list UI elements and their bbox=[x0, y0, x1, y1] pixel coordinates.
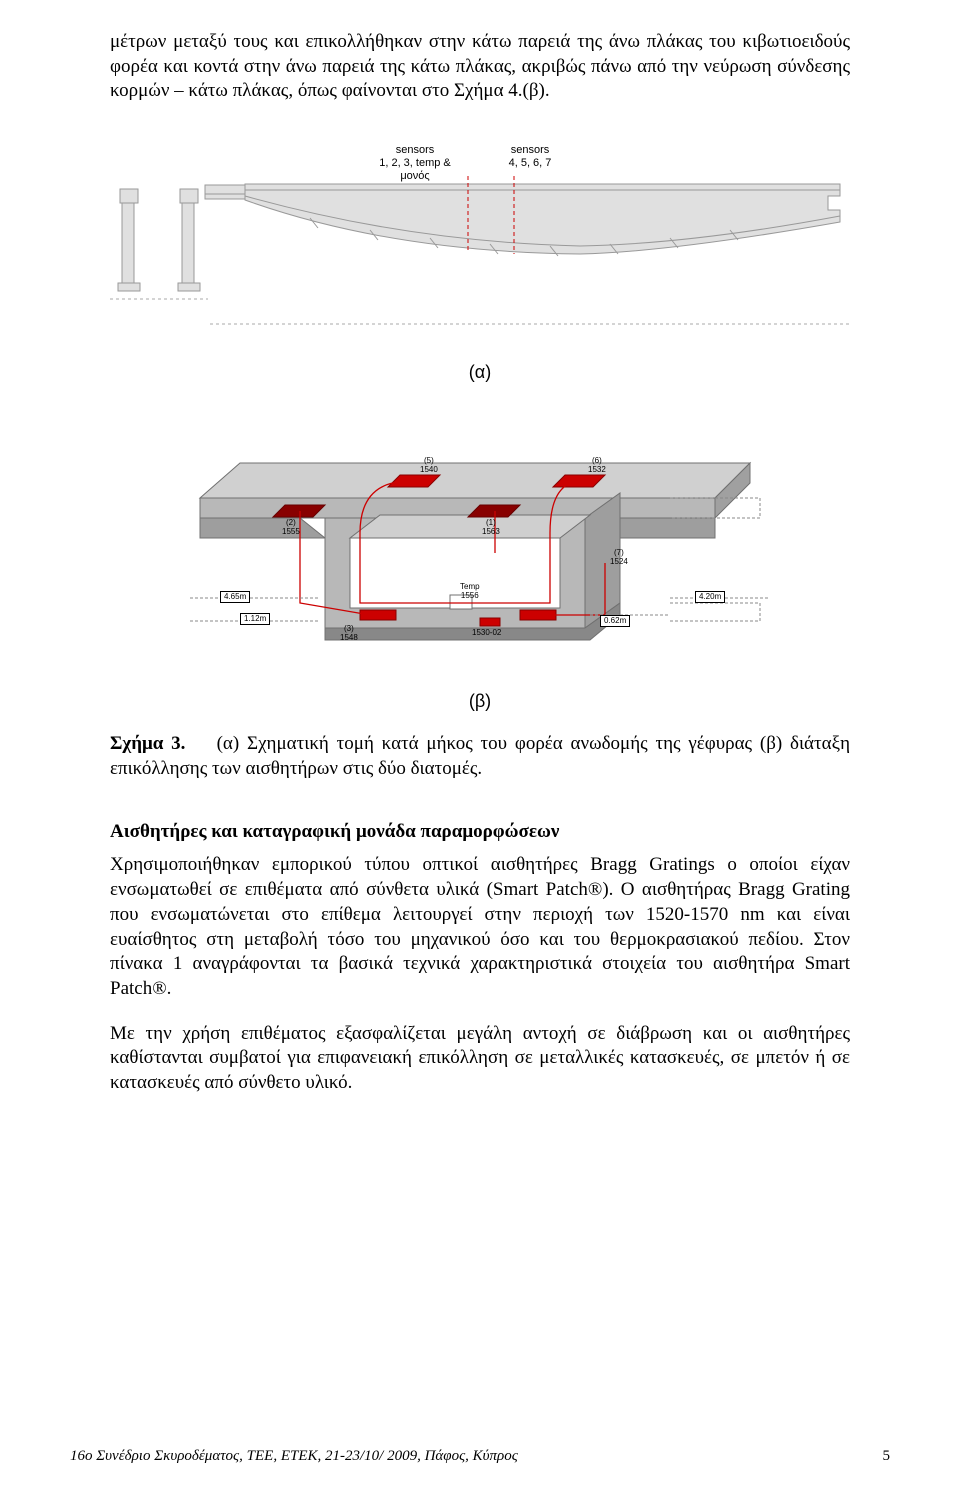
caption-prefix: Σχήμα 3. bbox=[110, 733, 185, 754]
dim-4-65: 4.65m bbox=[220, 591, 250, 603]
sensor-2-label: (2)1555 bbox=[282, 519, 300, 537]
sensor-label-left: sensors 1, 2, 3, temp & μονός bbox=[365, 144, 465, 184]
bridge-elevation-svg bbox=[110, 134, 850, 354]
sensor-1-label: (1)1563 bbox=[482, 519, 500, 537]
page-number: 5 bbox=[883, 1448, 891, 1465]
figure-caption: Σχήμα 3. (α) Σχηματική τομή κατά μήκος τ… bbox=[110, 732, 850, 781]
sensor-label-right: sensors 4, 5, 6, 7 bbox=[495, 144, 565, 170]
figure-beta-label: (β) bbox=[110, 691, 850, 712]
section-heading: Αισθητήρες και καταγραφική μονάδα παραμο… bbox=[110, 821, 850, 843]
sensor-mono-label: 1530-02 bbox=[472, 629, 501, 638]
paragraph-3: Με την χρήση επιθέματος εξασφαλίζεται με… bbox=[110, 1022, 850, 1096]
dim-0-62: 0.62m bbox=[600, 615, 630, 627]
footer-text: 16ο Συνέδριο Σκυροδέματος, ΤΕΕ, ΕΤΕΚ, 21… bbox=[70, 1448, 518, 1464]
page-footer: 16ο Συνέδριο Σκυροδέματος, ΤΕΕ, ΕΤΕΚ, 21… bbox=[70, 1448, 890, 1465]
figure-beta: (5)1540 (6)1532 (2)1555 (1)1563 (7)1524 … bbox=[110, 403, 850, 683]
paragraph-1: μέτρων μεταξύ τους και επικολλήθηκαν στη… bbox=[110, 30, 850, 104]
caption-text: (α) Σχηματική τομή κατά μήκος του φορέα … bbox=[110, 733, 850, 779]
sensor-temp-label: Temp1556 bbox=[460, 583, 480, 601]
dim-4-20: 4.20m bbox=[695, 591, 725, 603]
cross-section-svg bbox=[110, 403, 850, 683]
sensor-3-label: (3)1548 bbox=[340, 625, 358, 643]
sensor-7-label: (7)1524 bbox=[610, 549, 628, 567]
sensor-6-label: (6)1532 bbox=[588, 457, 606, 475]
figure-container: sensors 1, 2, 3, temp & μονός sensors 4,… bbox=[110, 134, 850, 712]
sensor-5-label: (5)1540 bbox=[420, 457, 438, 475]
paragraph-2: Χρησιμοποιήθηκαν εμπορικού τύπου οπτικοί… bbox=[110, 853, 850, 1001]
figure-alpha: sensors 1, 2, 3, temp & μονός sensors 4,… bbox=[110, 134, 850, 354]
dim-1-12: 1.12m bbox=[240, 613, 270, 625]
figure-alpha-label: (α) bbox=[110, 362, 850, 383]
